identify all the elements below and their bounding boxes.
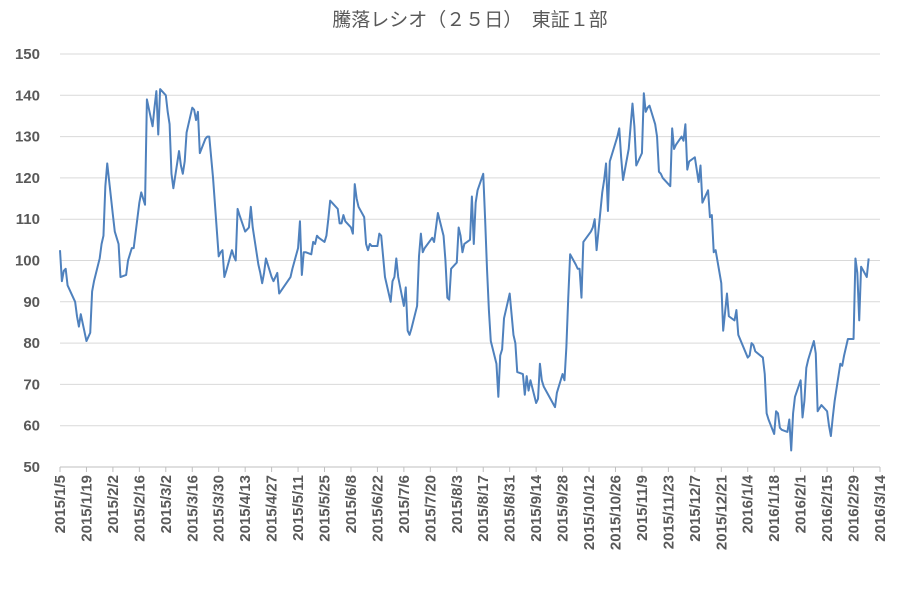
x-tick-label: 2016/2/29 xyxy=(846,475,863,542)
x-tick-label: 2015/2/2 xyxy=(105,475,122,533)
chart-title: 騰落レシオ（２５日） 東証１部 xyxy=(332,9,608,31)
x-tick-label: 2015/8/17 xyxy=(475,475,492,542)
y-tick-label: 80 xyxy=(23,335,40,352)
x-tick-label: 2015/8/31 xyxy=(502,475,519,542)
x-tick-label: 2015/9/14 xyxy=(528,474,545,541)
x-tick-label: 2015/7/6 xyxy=(396,475,413,533)
y-tick-label: 140 xyxy=(15,87,40,104)
x-tick-label: 2015/12/7 xyxy=(687,475,704,542)
x-tick-label: 2015/1/5 xyxy=(52,475,69,533)
x-tick-label: 2015/9/28 xyxy=(555,475,572,542)
y-tick-label: 60 xyxy=(23,418,40,435)
x-tick-label: 2015/5/25 xyxy=(317,475,334,542)
y-tick-label: 150 xyxy=(15,46,40,63)
x-tick-label: 2015/12/21 xyxy=(713,475,730,550)
y-tick-label: 100 xyxy=(15,253,40,270)
x-tick-label: 2015/3/30 xyxy=(211,475,228,542)
x-tick-label: 2015/11/9 xyxy=(634,475,651,541)
x-tick-label: 2015/2/16 xyxy=(131,475,148,542)
x-tick-label: 2015/7/20 xyxy=(422,475,439,542)
y-tick-label: 90 xyxy=(23,294,40,311)
y-tick-label: 130 xyxy=(15,129,40,146)
x-tick-label: 2015/8/3 xyxy=(449,475,466,533)
y-tick-label: 70 xyxy=(23,376,40,393)
x-tick-label: 2016/2/15 xyxy=(819,475,836,542)
y-tick-label: 50 xyxy=(23,459,40,476)
data-line xyxy=(59,88,870,452)
x-tick-label: 2015/3/2 xyxy=(158,475,175,533)
y-tick-label: 110 xyxy=(16,211,40,228)
x-tick-label: 2016/1/18 xyxy=(766,475,783,542)
x-tick-label: 2016/1/4 xyxy=(740,474,757,533)
x-tick-label: 2015/4/27 xyxy=(264,475,281,542)
x-tick-label: 2015/10/26 xyxy=(607,475,624,550)
y-tick-label: 120 xyxy=(15,170,40,187)
x-tick-label: 2016/2/1 xyxy=(793,475,810,533)
x-tick-label: 2015/11/23 xyxy=(660,475,677,549)
x-tick-label: 2015/1/19 xyxy=(78,475,95,542)
x-tick-label: 2015/6/8 xyxy=(343,475,360,533)
x-tick-label: 2015/4/13 xyxy=(237,475,254,542)
x-tick-label: 2015/3/16 xyxy=(184,475,201,542)
x-tick-label: 2015/6/22 xyxy=(369,475,386,542)
x-tick-label: 2015/5/11 xyxy=(290,475,307,541)
x-tick-label: 2015/10/12 xyxy=(581,475,598,550)
x-tick-label: 2016/3/14 xyxy=(872,474,889,541)
